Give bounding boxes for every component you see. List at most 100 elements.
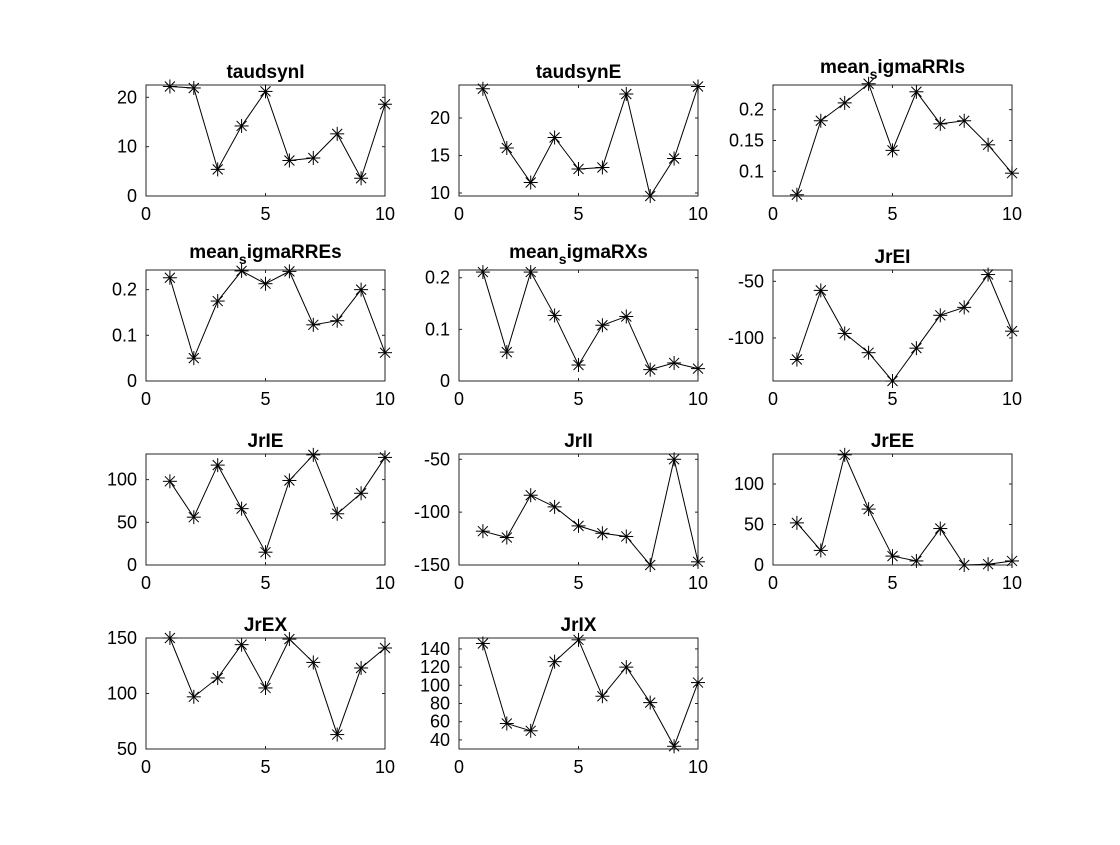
x-tick-label: 0 [141,573,151,593]
data-point-marker [813,283,828,298]
data-point-marker [933,308,948,323]
x-tick-label: 5 [260,573,270,593]
subplot: 0 5 10 0.1 0.15 0.2 meansigmaRRIs [729,57,1022,224]
x-tick-label: 10 [375,204,395,224]
data-point-marker [378,450,392,465]
x-tick-label: 5 [260,389,270,409]
data-point-marker [475,265,490,280]
marker-stroke [501,718,513,729]
subplot-title: meansigmaRRIs [820,57,965,82]
y-tick-label: 50 [117,512,137,532]
subplot-title: taudsynI [226,62,304,83]
data-point-marker [547,308,562,323]
marker-stroke [379,642,391,654]
y-tick-label: 100 [420,675,450,695]
data-point-marker [981,267,996,282]
y-tick-label: 150 [107,628,137,648]
data-point-marker [643,558,658,572]
data-point-marker [643,189,658,203]
series-line [482,86,699,198]
x-tick-label: 0 [454,573,464,593]
y-tick-label: 0 [127,186,137,206]
marker-stroke [307,657,319,668]
marker-stroke [260,278,271,290]
data-point-marker [234,118,249,133]
marker-stroke [236,265,247,277]
data-point-marker [547,130,562,145]
x-tick-label: 10 [375,573,395,593]
subplot-title: taudsynE [536,62,622,83]
marker-stroke [887,375,898,387]
subplot: 0 5 10 0 10 20 taudsynI [117,62,395,224]
data-point-marker [523,488,538,503]
data-point-marker [186,510,201,525]
marker-stroke [236,120,247,132]
data-point-marker [210,162,225,177]
marker-stroke [644,364,656,375]
marker-stroke [501,532,513,543]
data-point-marker [378,97,392,112]
y-tick-label: 0 [127,555,137,575]
x-tick-label: 5 [573,204,583,224]
marker-stroke [331,315,343,327]
data-point-marker [523,265,538,280]
data-point-marker [210,670,225,685]
data-point-marker [643,695,658,710]
marker-stroke [212,672,224,684]
marker-stroke [692,363,704,374]
y-tick-label: 10 [430,183,450,203]
data-point-marker [619,660,634,675]
marker-stroke [525,489,537,501]
marker-stroke [863,347,874,359]
subplot-title: meansigmaRREs [189,242,341,267]
axes-box [772,269,1013,382]
subplot: 0 5 10 0 0.1 0.2 meansigmaRREs [112,242,395,409]
marker-stroke [1006,555,1018,567]
data-point-marker [258,276,273,291]
marker-stroke [887,550,898,562]
marker-stroke [260,86,271,97]
data-point-marker [619,529,634,544]
series-line [796,453,1013,566]
data-point-marker [186,80,201,95]
marker-stroke [863,503,874,515]
marker-stroke [839,449,851,461]
axes-box [772,84,1013,197]
marker-stroke [1006,167,1018,179]
data-point-marker [619,309,634,324]
x-tick-label: 10 [375,389,395,409]
marker-stroke [307,449,319,461]
marker-stroke [164,632,176,644]
y-tick-label: 40 [430,730,450,750]
data-point-marker [571,518,586,533]
series-line [482,270,699,371]
marker-stroke [911,86,922,98]
marker-stroke [188,511,200,523]
marker-stroke [815,545,827,556]
y-tick-label: -100 [414,502,450,522]
x-tick-label: 0 [768,204,778,224]
marker-stroke [668,740,680,752]
marker-stroke [284,155,295,166]
marker-stroke [355,662,367,674]
subplot: 0 5 10 10 15 20 taudsynE [430,62,708,224]
x-tick-label: 0 [141,389,151,409]
marker-stroke [164,475,176,487]
y-tick-label: 140 [420,639,450,659]
marker-stroke [934,309,946,321]
marker-stroke [573,359,584,371]
marker-stroke [525,177,537,188]
data-point-marker [282,632,297,647]
marker-stroke [284,475,295,486]
marker-stroke [331,729,343,740]
marker-stroke [355,487,367,499]
data-point-marker [499,141,514,155]
data-point-marker [789,187,804,202]
data-point-marker [981,557,996,572]
data-point-marker [571,632,586,647]
data-point-marker [933,116,948,131]
data-point-marker [475,636,490,651]
marker-stroke [644,559,656,571]
series-line [796,273,1013,382]
marker-stroke [501,346,513,358]
